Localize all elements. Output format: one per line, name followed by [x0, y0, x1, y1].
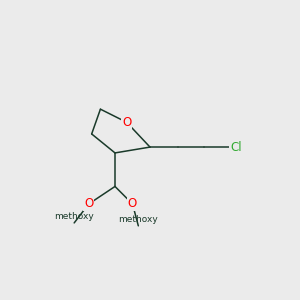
Text: O: O — [122, 116, 131, 129]
Text: O: O — [128, 197, 137, 211]
Text: methoxy: methoxy — [118, 215, 158, 224]
Text: Cl: Cl — [230, 141, 242, 154]
Text: O: O — [84, 197, 93, 211]
Text: methoxy: methoxy — [54, 212, 94, 221]
